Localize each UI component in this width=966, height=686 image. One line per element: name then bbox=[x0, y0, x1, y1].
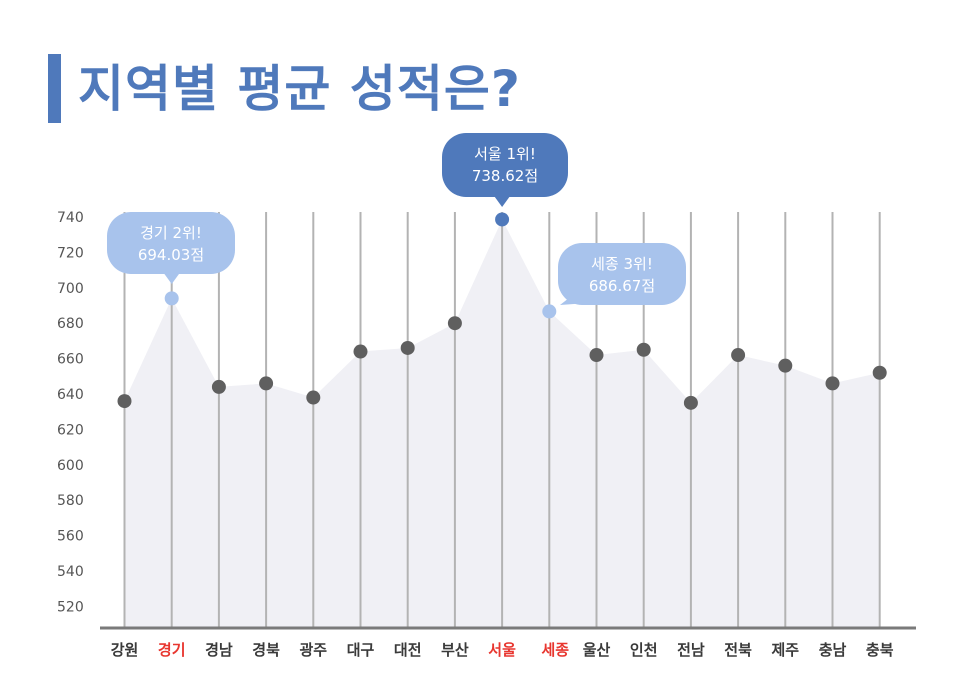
callout-rank: 세종 3위! bbox=[591, 255, 653, 273]
data-point bbox=[636, 342, 651, 357]
data-point bbox=[778, 358, 793, 373]
y-tick-label: 660 bbox=[57, 352, 84, 368]
y-tick-label: 740 bbox=[57, 210, 84, 226]
x-category-label: 울산 bbox=[583, 641, 611, 659]
callout-score: 686.67점 bbox=[589, 277, 655, 295]
data-point bbox=[164, 291, 179, 306]
data-point bbox=[211, 379, 226, 394]
x-category-label: 세종 bbox=[541, 641, 569, 659]
data-point bbox=[259, 376, 274, 391]
x-category-label: 광주 bbox=[299, 641, 327, 659]
y-tick-label: 640 bbox=[57, 387, 84, 403]
x-category-label: 경북 bbox=[252, 641, 280, 659]
data-point bbox=[447, 316, 462, 331]
data-point bbox=[731, 348, 746, 363]
x-category-label: 부산 bbox=[441, 641, 469, 659]
callout-score: 738.62점 bbox=[472, 167, 538, 185]
y-tick-label: 540 bbox=[57, 564, 84, 580]
x-category-label: 경남 bbox=[205, 641, 233, 659]
x-category-label: 전남 bbox=[677, 641, 705, 659]
callout-rank: 서울 1위! bbox=[474, 145, 536, 163]
x-category-label: 대전 bbox=[394, 641, 422, 659]
data-point bbox=[542, 304, 557, 319]
data-point bbox=[589, 348, 604, 363]
data-point bbox=[872, 365, 887, 380]
y-tick-label: 680 bbox=[57, 316, 84, 332]
callout-score: 694.03점 bbox=[138, 246, 204, 264]
y-tick-label: 600 bbox=[57, 458, 84, 474]
data-point bbox=[306, 390, 321, 405]
page-title: 지역별 평균 성적은? bbox=[78, 60, 521, 118]
data-point bbox=[117, 394, 132, 409]
data-point bbox=[400, 340, 415, 355]
x-category-label: 인천 bbox=[630, 641, 658, 659]
x-category-label: 충북 bbox=[866, 641, 894, 659]
y-tick-label: 520 bbox=[57, 599, 84, 615]
callout-bubble: 세종 3위! 686.67점 bbox=[558, 243, 686, 305]
y-tick-label: 560 bbox=[57, 529, 84, 545]
callout-bubble: 서울 1위! 738.62점 bbox=[442, 133, 568, 207]
data-point bbox=[825, 376, 840, 391]
title-accent-bar bbox=[48, 54, 61, 123]
x-category-label: 전북 bbox=[724, 641, 752, 659]
data-point bbox=[495, 212, 510, 227]
x-category-label: 제주 bbox=[771, 641, 799, 659]
y-tick-label: 580 bbox=[57, 493, 84, 509]
x-category-label: 강원 bbox=[111, 641, 139, 659]
callout-rank: 경기 2위! bbox=[140, 224, 202, 242]
y-tick-label: 700 bbox=[57, 281, 84, 297]
x-category-label: 대구 bbox=[347, 641, 375, 659]
x-category-label: 경기 bbox=[158, 641, 186, 659]
callout-bubble: 경기 2위! 694.03점 bbox=[107, 212, 235, 284]
x-category-label: 서울 bbox=[488, 641, 516, 659]
data-point bbox=[683, 395, 698, 410]
data-point bbox=[353, 344, 368, 359]
y-tick-label: 620 bbox=[57, 422, 84, 438]
y-tick-label: 720 bbox=[57, 245, 84, 261]
x-category-label: 충남 bbox=[819, 641, 847, 659]
